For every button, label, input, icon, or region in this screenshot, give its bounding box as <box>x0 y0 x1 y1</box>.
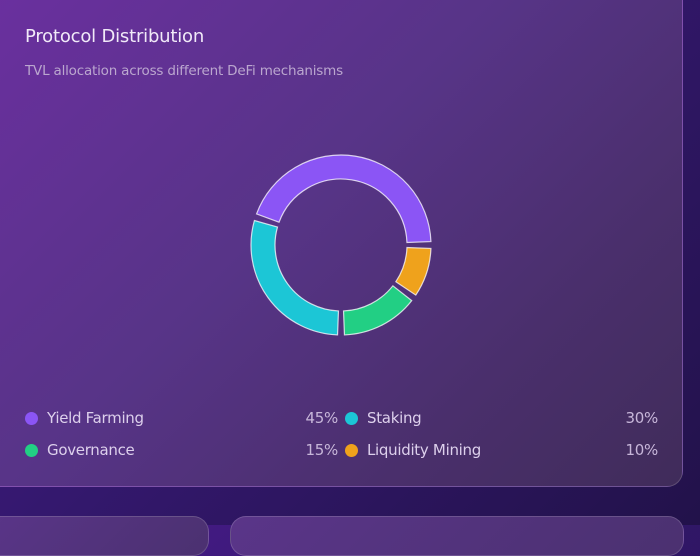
legend-value: 45% <box>305 409 339 427</box>
donut-segment-staking[interactable] <box>250 219 340 336</box>
legend-value: 15% <box>305 441 339 459</box>
donut-chart <box>250 154 432 336</box>
legend-dot-icon <box>25 411 38 425</box>
legend-label: Governance <box>47 441 135 459</box>
legend-value: 10% <box>625 441 659 459</box>
legend-label: Staking <box>367 409 422 427</box>
card-title: Protocol Distribution <box>25 26 205 47</box>
donut-segment-yield-farming[interactable] <box>255 154 432 244</box>
legend-value: 30% <box>625 409 659 427</box>
legend-item-staking[interactable]: Staking <box>345 408 422 428</box>
legend-label: Yield Farming <box>47 409 144 427</box>
legend-dot-icon <box>345 411 358 425</box>
legend-item-liquidity-mining[interactable]: Liquidity Mining <box>345 440 481 460</box>
legend-dot-icon <box>345 443 358 457</box>
donut-segment-governance[interactable] <box>342 284 413 336</box>
donut-segment-liquidity-mining[interactable] <box>395 246 432 296</box>
bottom-card-right <box>230 516 684 556</box>
protocol-distribution-card <box>0 0 683 487</box>
legend-item-yield-farming[interactable]: Yield Farming <box>25 408 144 428</box>
legend-item-governance[interactable]: Governance <box>25 440 135 460</box>
legend-label: Liquidity Mining <box>367 441 481 459</box>
card-subtitle: TVL allocation across different DeFi mec… <box>25 63 343 79</box>
bottom-card-left <box>0 516 209 556</box>
legend-dot-icon <box>25 443 38 457</box>
